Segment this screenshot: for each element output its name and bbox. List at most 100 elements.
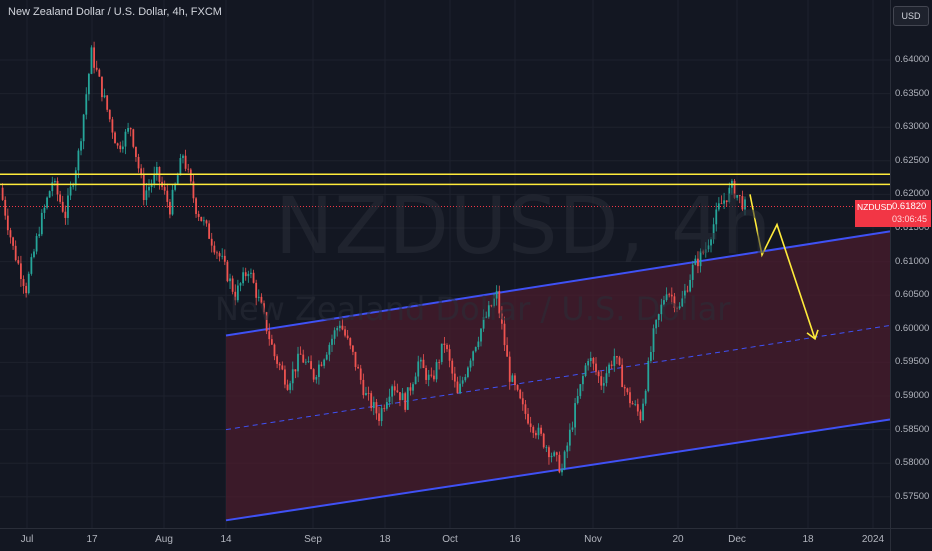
candle-body <box>506 345 509 357</box>
candle-body <box>378 413 380 422</box>
candle-body <box>179 158 182 176</box>
candle-body <box>412 384 414 391</box>
candle-body <box>213 245 216 253</box>
candle-body <box>74 170 77 186</box>
candle-body <box>388 396 391 403</box>
projection-arrow[interactable] <box>749 194 816 340</box>
candle-body <box>150 183 153 187</box>
candle-body <box>427 374 430 380</box>
candle-body <box>618 357 621 365</box>
price-chart[interactable] <box>0 0 890 528</box>
candle-body <box>608 364 610 374</box>
candle-body <box>247 273 250 277</box>
candle-body <box>623 387 626 389</box>
candle-body <box>508 356 511 382</box>
candle-body <box>702 251 705 253</box>
price-axis[interactable]: 0.64000 0.63500 0.63000 0.62500 0.62000 0.615… <box>890 0 932 528</box>
price-tick: 0.62500 <box>895 154 930 166</box>
candle-body <box>328 344 331 355</box>
candle-body <box>129 128 132 130</box>
last-price-symbol: NZDUSD <box>857 202 893 212</box>
candle-body <box>202 220 205 222</box>
candle-body <box>527 413 529 424</box>
candle-body <box>273 344 276 357</box>
candle-body <box>715 209 718 225</box>
candle-body <box>132 129 135 147</box>
candle-body <box>35 236 38 252</box>
candle-body <box>98 69 101 77</box>
candle-body <box>738 195 741 197</box>
channel-lower-line[interactable] <box>225 418 890 522</box>
candle-body <box>422 359 425 369</box>
candle-body <box>472 351 475 361</box>
candle-body <box>534 432 537 436</box>
candle-body <box>116 143 119 146</box>
candle-body <box>145 190 148 201</box>
candle-body <box>140 168 143 175</box>
candle-body <box>341 325 344 330</box>
channel-upper-line[interactable] <box>225 230 890 337</box>
candle-body <box>636 404 639 412</box>
candle-body <box>634 404 637 405</box>
candle-body <box>453 373 456 382</box>
candle-body <box>14 245 17 261</box>
candle-body <box>103 95 106 98</box>
candle-body <box>589 357 592 361</box>
candle-body <box>87 73 90 95</box>
candle-body <box>315 377 318 380</box>
candle-body <box>469 360 472 368</box>
time-tick: Jul <box>20 534 34 545</box>
candle-body <box>142 174 145 201</box>
time-tick: 14 <box>220 534 232 545</box>
candle-body <box>683 290 686 299</box>
candle-body <box>464 377 467 381</box>
candle-body <box>197 213 200 217</box>
candle-body <box>456 381 459 394</box>
candle-body <box>59 194 62 202</box>
candle-body <box>312 369 315 380</box>
candle-body <box>192 181 195 199</box>
candle-body <box>482 317 485 329</box>
candle-body <box>678 306 681 309</box>
candle-body <box>443 343 446 345</box>
candle-body <box>631 403 634 405</box>
candle-body <box>595 363 597 372</box>
candle-body <box>639 411 642 421</box>
candle-body <box>524 404 527 414</box>
candle-body <box>331 338 333 345</box>
candle-body <box>184 155 187 169</box>
candle-body <box>720 203 723 205</box>
candle-body <box>461 380 464 384</box>
candle-body <box>108 109 111 120</box>
candle-body <box>741 196 744 210</box>
candle-body <box>187 168 190 170</box>
candle-body <box>626 388 629 393</box>
time-tick: Aug <box>155 534 173 545</box>
candle-body <box>704 249 707 253</box>
candle-body <box>80 141 82 151</box>
candle-body <box>189 169 192 182</box>
candle-body <box>404 393 407 410</box>
candle-body <box>260 296 263 304</box>
candle-body <box>1 187 4 200</box>
candle-body <box>236 285 239 301</box>
candle-body <box>46 197 48 208</box>
candle-body <box>459 383 461 394</box>
candle-body <box>642 403 644 421</box>
candle-body <box>448 349 451 361</box>
price-tick: 0.61500 <box>895 222 930 233</box>
time-tick: 16 <box>509 534 521 545</box>
candle-body <box>95 67 98 70</box>
candle-body <box>135 146 137 157</box>
channel-mid-line[interactable] <box>225 324 890 431</box>
chart-title[interactable]: New Zealand Dollar / U.S. Dollar, 4h, FX… <box>8 6 222 18</box>
candle-body <box>503 323 506 346</box>
candle-body <box>485 316 488 318</box>
candle-body <box>644 390 647 404</box>
time-axis[interactable]: Jul 17 Aug 14 Sep 18 Oct 16 Nov 20 Dec 18 2024 <box>0 528 890 551</box>
time-tick: 18 <box>379 534 391 545</box>
currency-button[interactable]: USD <box>893 6 929 26</box>
candle-body <box>226 261 229 282</box>
candle-body <box>433 375 435 380</box>
candle-body <box>297 353 299 372</box>
